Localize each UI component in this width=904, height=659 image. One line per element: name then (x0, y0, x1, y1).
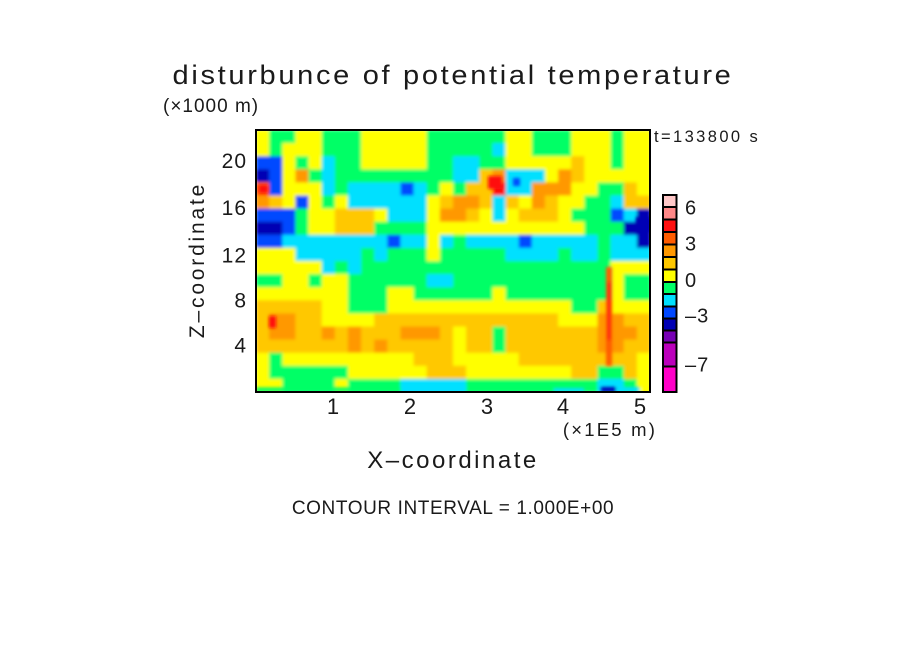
svg-text:4: 4 (234, 335, 247, 358)
svg-text:X–coordinate: X–coordinate (367, 447, 538, 474)
svg-text:3: 3 (481, 394, 493, 419)
svg-text:12: 12 (222, 245, 247, 268)
svg-text:20: 20 (222, 150, 247, 173)
svg-text:Z–coordinate: Z–coordinate (186, 182, 209, 338)
svg-text:–3: –3 (685, 306, 709, 328)
svg-text:(×1E5 m): (×1E5 m) (563, 419, 657, 440)
svg-text:(×1000 m): (×1000 m) (163, 96, 259, 117)
svg-text:1: 1 (327, 394, 339, 419)
svg-text:0: 0 (685, 270, 697, 292)
svg-text:t=133800 s: t=133800 s (654, 128, 760, 146)
svg-text:16: 16 (222, 197, 247, 220)
svg-text:8: 8 (234, 290, 247, 313)
svg-text:–7: –7 (685, 355, 709, 377)
svg-text:disturbunce of potential tempe: disturbunce of potential temperature (173, 60, 734, 90)
svg-text:CONTOUR INTERVAL = 1.000E+00: CONTOUR INTERVAL = 1.000E+00 (292, 498, 614, 519)
svg-text:3: 3 (685, 234, 697, 256)
svg-text:4: 4 (557, 394, 569, 419)
svg-text:5: 5 (634, 394, 646, 419)
svg-text:2: 2 (404, 394, 416, 419)
svg-text:6: 6 (685, 198, 697, 220)
